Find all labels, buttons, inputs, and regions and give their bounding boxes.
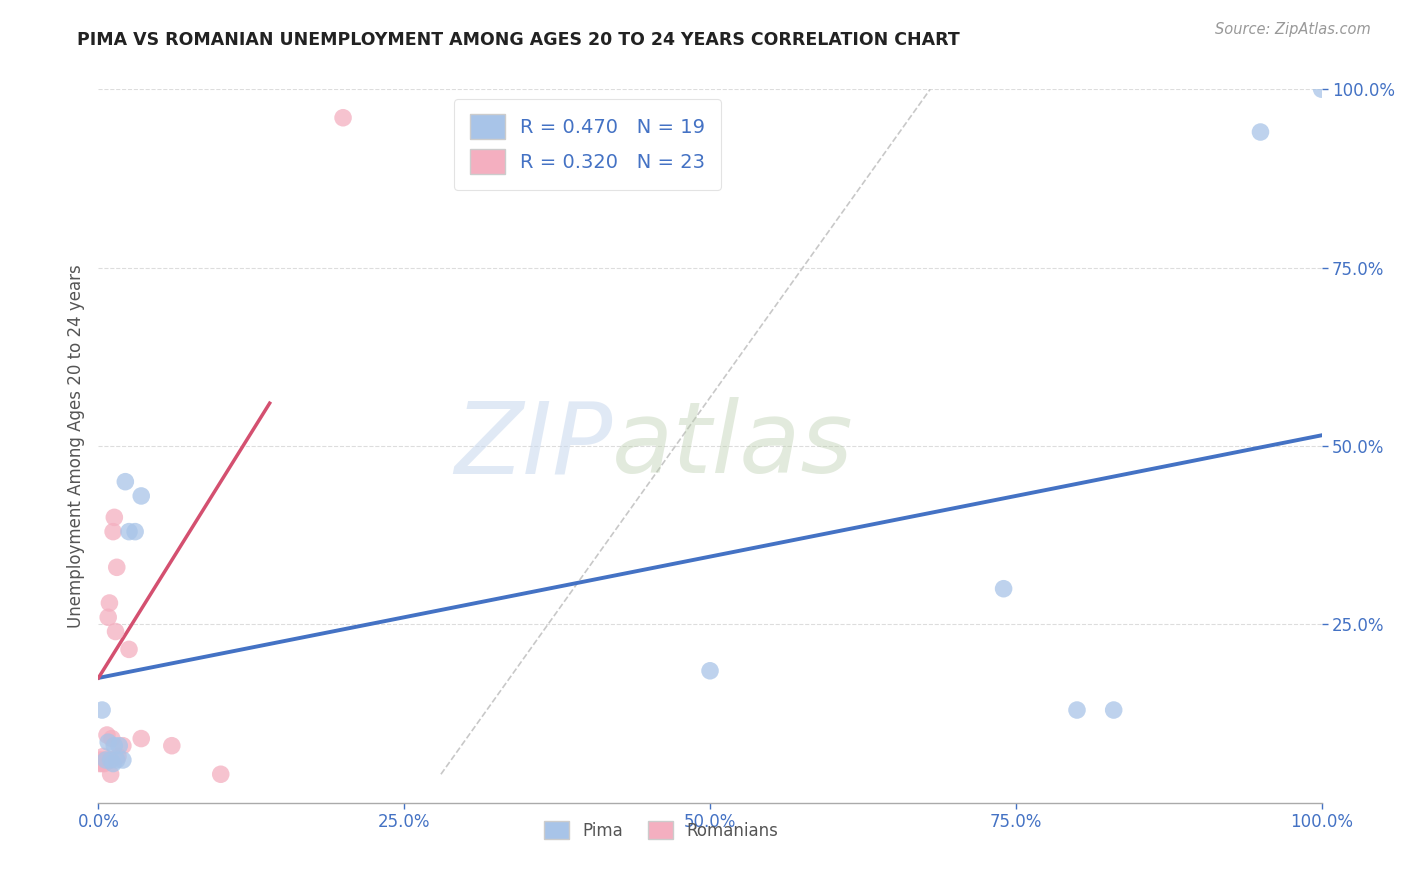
Point <box>699 664 721 678</box>
Point <box>94 753 117 767</box>
Text: ZIP: ZIP <box>454 398 612 494</box>
Point <box>124 524 146 539</box>
Point <box>129 731 152 746</box>
Point <box>108 739 131 753</box>
Point <box>114 475 136 489</box>
Legend: Pima, Romanians: Pima, Romanians <box>536 814 786 848</box>
Point <box>160 739 183 753</box>
Point <box>97 735 120 749</box>
Point <box>93 756 115 771</box>
Point <box>1310 82 1333 96</box>
Point <box>1066 703 1088 717</box>
Text: PIMA VS ROMANIAN UNEMPLOYMENT AMONG AGES 20 TO 24 YEARS CORRELATION CHART: PIMA VS ROMANIAN UNEMPLOYMENT AMONG AGES… <box>77 31 960 49</box>
Point <box>101 731 124 746</box>
Point <box>103 510 125 524</box>
Point <box>101 756 124 771</box>
Point <box>118 524 141 539</box>
Point <box>129 489 152 503</box>
Point <box>89 756 111 771</box>
Point <box>105 753 128 767</box>
Point <box>1249 125 1271 139</box>
Point <box>111 739 134 753</box>
Point <box>97 610 120 624</box>
Point <box>107 749 129 764</box>
Text: Source: ZipAtlas.com: Source: ZipAtlas.com <box>1215 22 1371 37</box>
Text: atlas: atlas <box>612 398 853 494</box>
Point <box>100 767 122 781</box>
Point <box>111 753 134 767</box>
Point <box>118 642 141 657</box>
Point <box>98 596 121 610</box>
Point <box>90 753 112 767</box>
Point <box>104 624 127 639</box>
Point <box>94 753 117 767</box>
Point <box>100 753 122 767</box>
Point <box>91 703 114 717</box>
Point <box>993 582 1015 596</box>
Y-axis label: Unemployment Among Ages 20 to 24 years: Unemployment Among Ages 20 to 24 years <box>66 264 84 628</box>
Point <box>96 728 118 742</box>
Point <box>105 560 128 574</box>
Point <box>101 524 124 539</box>
Point <box>209 767 232 781</box>
Point <box>100 753 122 767</box>
Point <box>91 756 114 771</box>
Point <box>1102 703 1125 717</box>
Point <box>103 739 125 753</box>
Point <box>91 749 114 764</box>
Point <box>332 111 354 125</box>
